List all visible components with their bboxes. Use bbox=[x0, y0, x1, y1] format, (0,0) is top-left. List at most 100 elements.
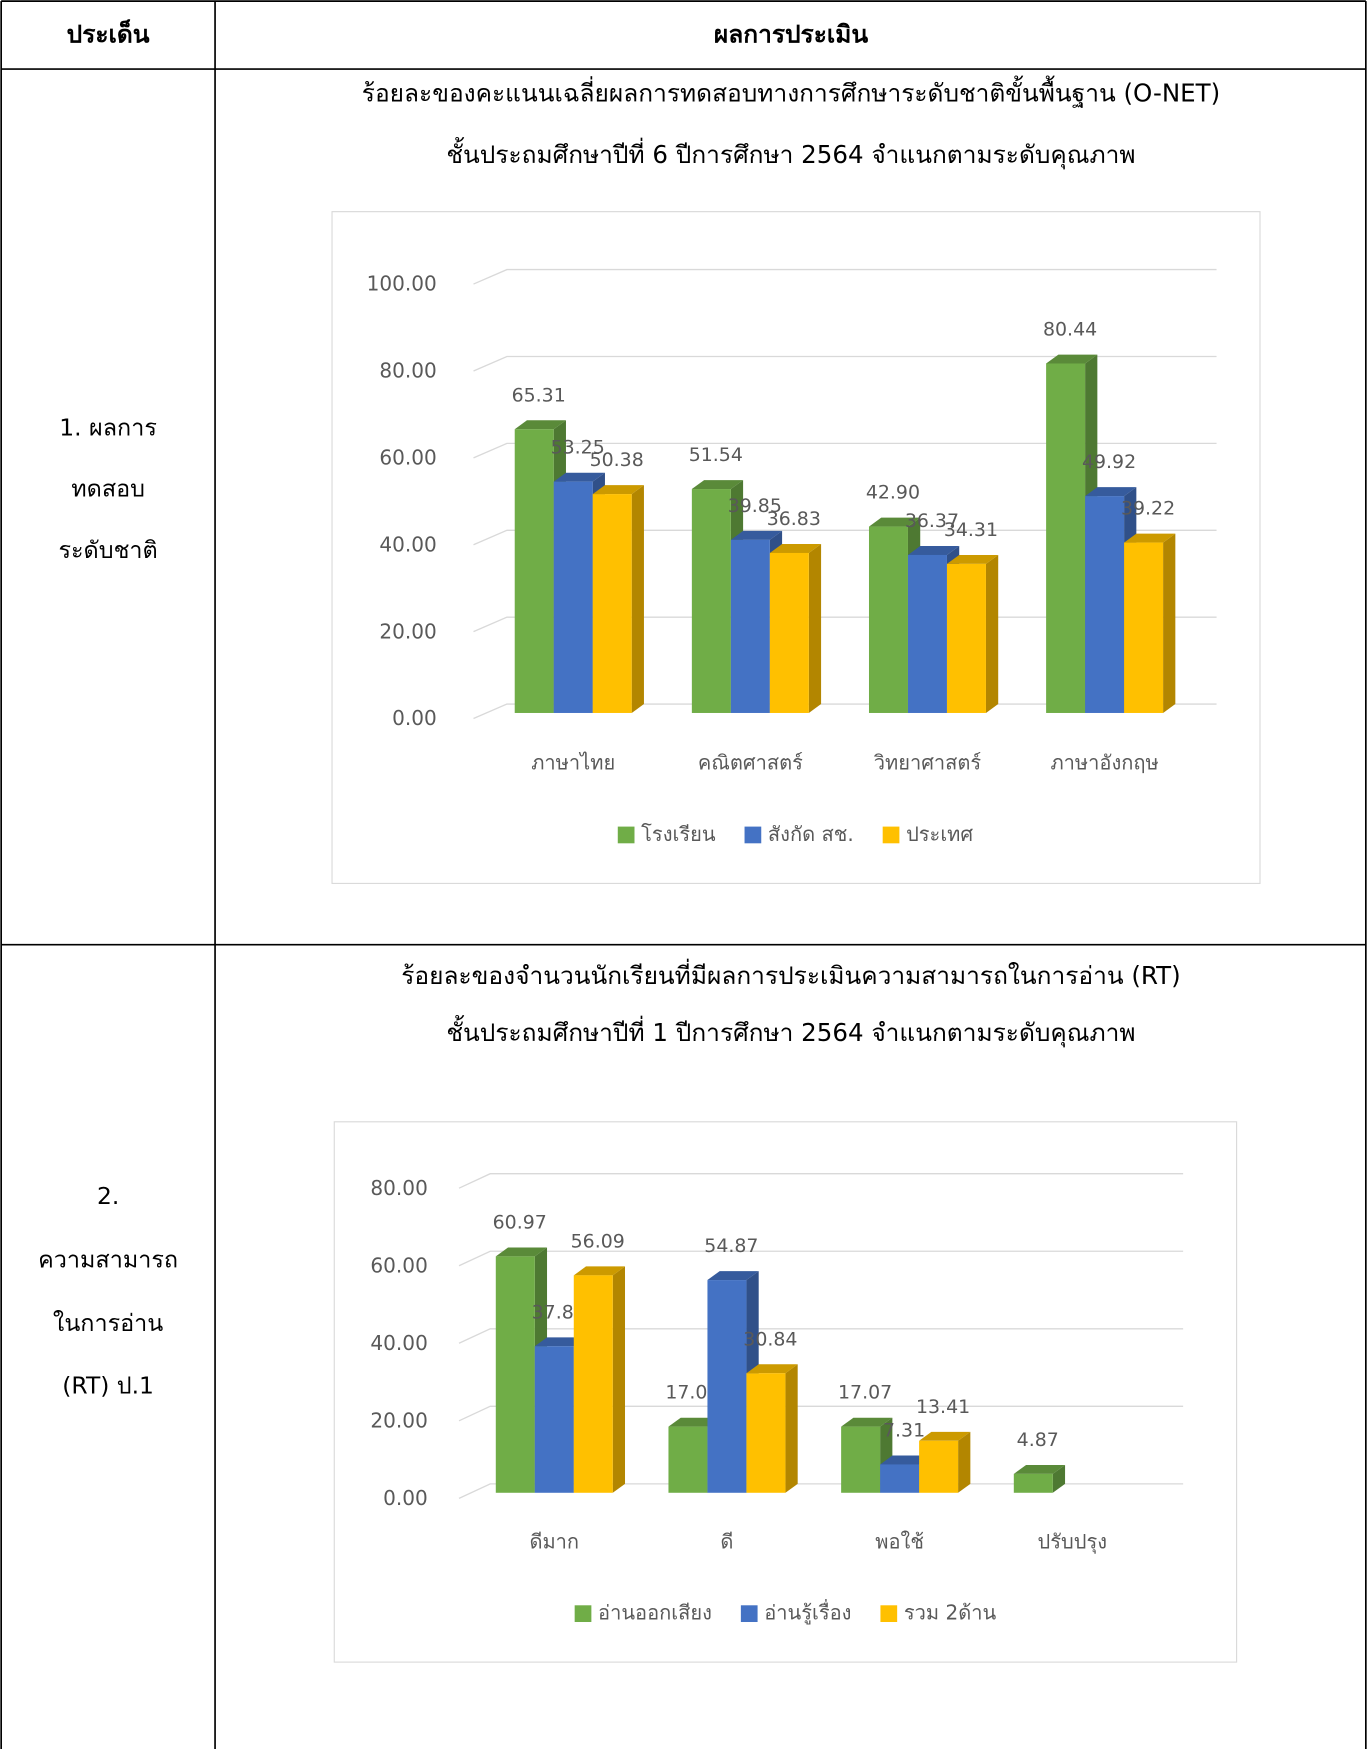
bar-top bbox=[880, 1455, 932, 1465]
data-label: 17.07 bbox=[665, 1382, 719, 1404]
bar-side bbox=[958, 1431, 971, 1493]
legend-label: อ่านรู้เรื่อง bbox=[764, 1599, 851, 1626]
y-tick-label: 40.00 bbox=[370, 1331, 427, 1355]
data-label: 36.83 bbox=[767, 508, 821, 530]
bar-side bbox=[612, 1266, 626, 1493]
chart-title: ร้อยละของคะแนนเฉลี่ยผลการทดสอบทางการศึกษ… bbox=[362, 76, 1220, 108]
row-label: ในการอ่าน bbox=[53, 1309, 163, 1337]
row-label: 1. ผลการ bbox=[59, 413, 157, 441]
bar-top bbox=[1124, 533, 1176, 543]
x-tick-label: ดี bbox=[720, 1529, 733, 1553]
bar-top bbox=[919, 1431, 971, 1441]
legend-swatch bbox=[880, 1605, 898, 1623]
row-label: ทดสอบ bbox=[71, 475, 145, 503]
bar-side bbox=[785, 1364, 798, 1493]
row-label: 2. bbox=[97, 1182, 119, 1210]
legend-label: สังกัด สช. bbox=[768, 822, 854, 846]
bar bbox=[746, 1373, 786, 1493]
bar bbox=[553, 481, 593, 713]
bar bbox=[1085, 496, 1125, 713]
data-label: 54.87 bbox=[704, 1235, 758, 1257]
bar-top bbox=[573, 1266, 626, 1276]
y-tick-label: 0.00 bbox=[383, 1486, 428, 1510]
bar bbox=[919, 1440, 959, 1493]
bar-side bbox=[1163, 533, 1176, 713]
bar-side bbox=[631, 485, 644, 713]
header-cell: ประเด็น bbox=[67, 19, 150, 49]
legend-swatch bbox=[617, 826, 635, 844]
bar-top bbox=[668, 1417, 720, 1427]
bar bbox=[880, 1464, 920, 1493]
grid-line bbox=[458, 1173, 1184, 1189]
x-tick-label: ดีมาก bbox=[529, 1529, 579, 1553]
bar-top bbox=[1085, 487, 1137, 497]
data-label: 17.07 bbox=[838, 1382, 892, 1404]
data-label: 30.84 bbox=[743, 1328, 797, 1350]
data-label: 39.22 bbox=[1121, 498, 1175, 520]
bar bbox=[868, 526, 908, 713]
bar bbox=[769, 552, 809, 713]
legend-swatch bbox=[740, 1605, 758, 1623]
x-tick-label: พอใช้ bbox=[875, 1529, 924, 1553]
bar-top bbox=[769, 544, 822, 553]
grid-line bbox=[473, 529, 1217, 546]
data-label: 42.90 bbox=[866, 482, 920, 504]
legend-label: ประเทศ bbox=[906, 822, 973, 846]
x-tick-label: ภาษาไทย bbox=[531, 751, 615, 775]
bar-side bbox=[985, 554, 999, 713]
bar-top bbox=[746, 1364, 798, 1374]
bar-top bbox=[1013, 1464, 1066, 1474]
chart-title: ร้อยละของจำนวนนักเรียนที่มีผลการประเมินค… bbox=[401, 958, 1180, 990]
data-label: 37.80 bbox=[532, 1301, 586, 1323]
legend-swatch bbox=[744, 826, 762, 844]
legend-label: โรงเรียน bbox=[641, 822, 716, 846]
bar bbox=[907, 554, 947, 713]
legend-label: รวม 2ด้าน bbox=[904, 1601, 997, 1625]
x-tick-label: ปรับปรุง bbox=[1038, 1529, 1108, 1554]
bar bbox=[573, 1275, 613, 1493]
grid-line bbox=[473, 355, 1217, 372]
data-label: 80.44 bbox=[1043, 319, 1097, 341]
x-tick-label: คณิตศาสตร์ bbox=[698, 751, 803, 775]
bar bbox=[668, 1426, 708, 1493]
bar-top bbox=[495, 1247, 548, 1257]
x-tick-label: วิทยาศาสตร์ bbox=[873, 751, 981, 775]
data-label: 7.31 bbox=[883, 1420, 925, 1442]
grid-line bbox=[473, 268, 1217, 285]
data-label: 34.31 bbox=[944, 519, 998, 541]
legend-swatch bbox=[574, 1605, 592, 1623]
data-label: 13.41 bbox=[916, 1396, 970, 1418]
y-tick-label: 0.00 bbox=[392, 706, 437, 730]
header-cell: ผลการประเมิน bbox=[714, 20, 869, 49]
bar bbox=[514, 429, 554, 713]
data-label: 53.25 bbox=[551, 437, 605, 459]
bar bbox=[1046, 363, 1086, 713]
data-label: 56.09 bbox=[571, 1230, 625, 1252]
y-tick-label: 80.00 bbox=[370, 1176, 427, 1200]
bar bbox=[495, 1256, 535, 1493]
legend-swatch bbox=[882, 826, 900, 844]
y-tick-label: 100.00 bbox=[367, 272, 437, 296]
bar bbox=[1124, 542, 1164, 713]
bar bbox=[1013, 1473, 1053, 1493]
row-label: ความสามารถ bbox=[38, 1246, 178, 1274]
bar bbox=[534, 1346, 574, 1493]
y-tick-label: 60.00 bbox=[379, 445, 436, 469]
y-tick-label: 60.00 bbox=[370, 1253, 427, 1277]
bar-top bbox=[553, 472, 605, 482]
y-tick-label: 20.00 bbox=[370, 1408, 427, 1432]
data-label: 65.31 bbox=[512, 384, 566, 406]
bar bbox=[841, 1426, 881, 1493]
row-label: ระดับชาติ bbox=[58, 536, 157, 564]
bar-top bbox=[841, 1417, 893, 1427]
grid-line bbox=[458, 1328, 1184, 1344]
x-tick-label: ภาษาอังกฤษ bbox=[1050, 751, 1158, 775]
y-tick-label: 80.00 bbox=[379, 359, 436, 383]
bar-top bbox=[907, 546, 960, 555]
bar-top bbox=[534, 1337, 587, 1347]
bar-top bbox=[514, 420, 566, 430]
y-tick-label: 40.00 bbox=[379, 532, 436, 556]
bar-side bbox=[1052, 1464, 1066, 1493]
